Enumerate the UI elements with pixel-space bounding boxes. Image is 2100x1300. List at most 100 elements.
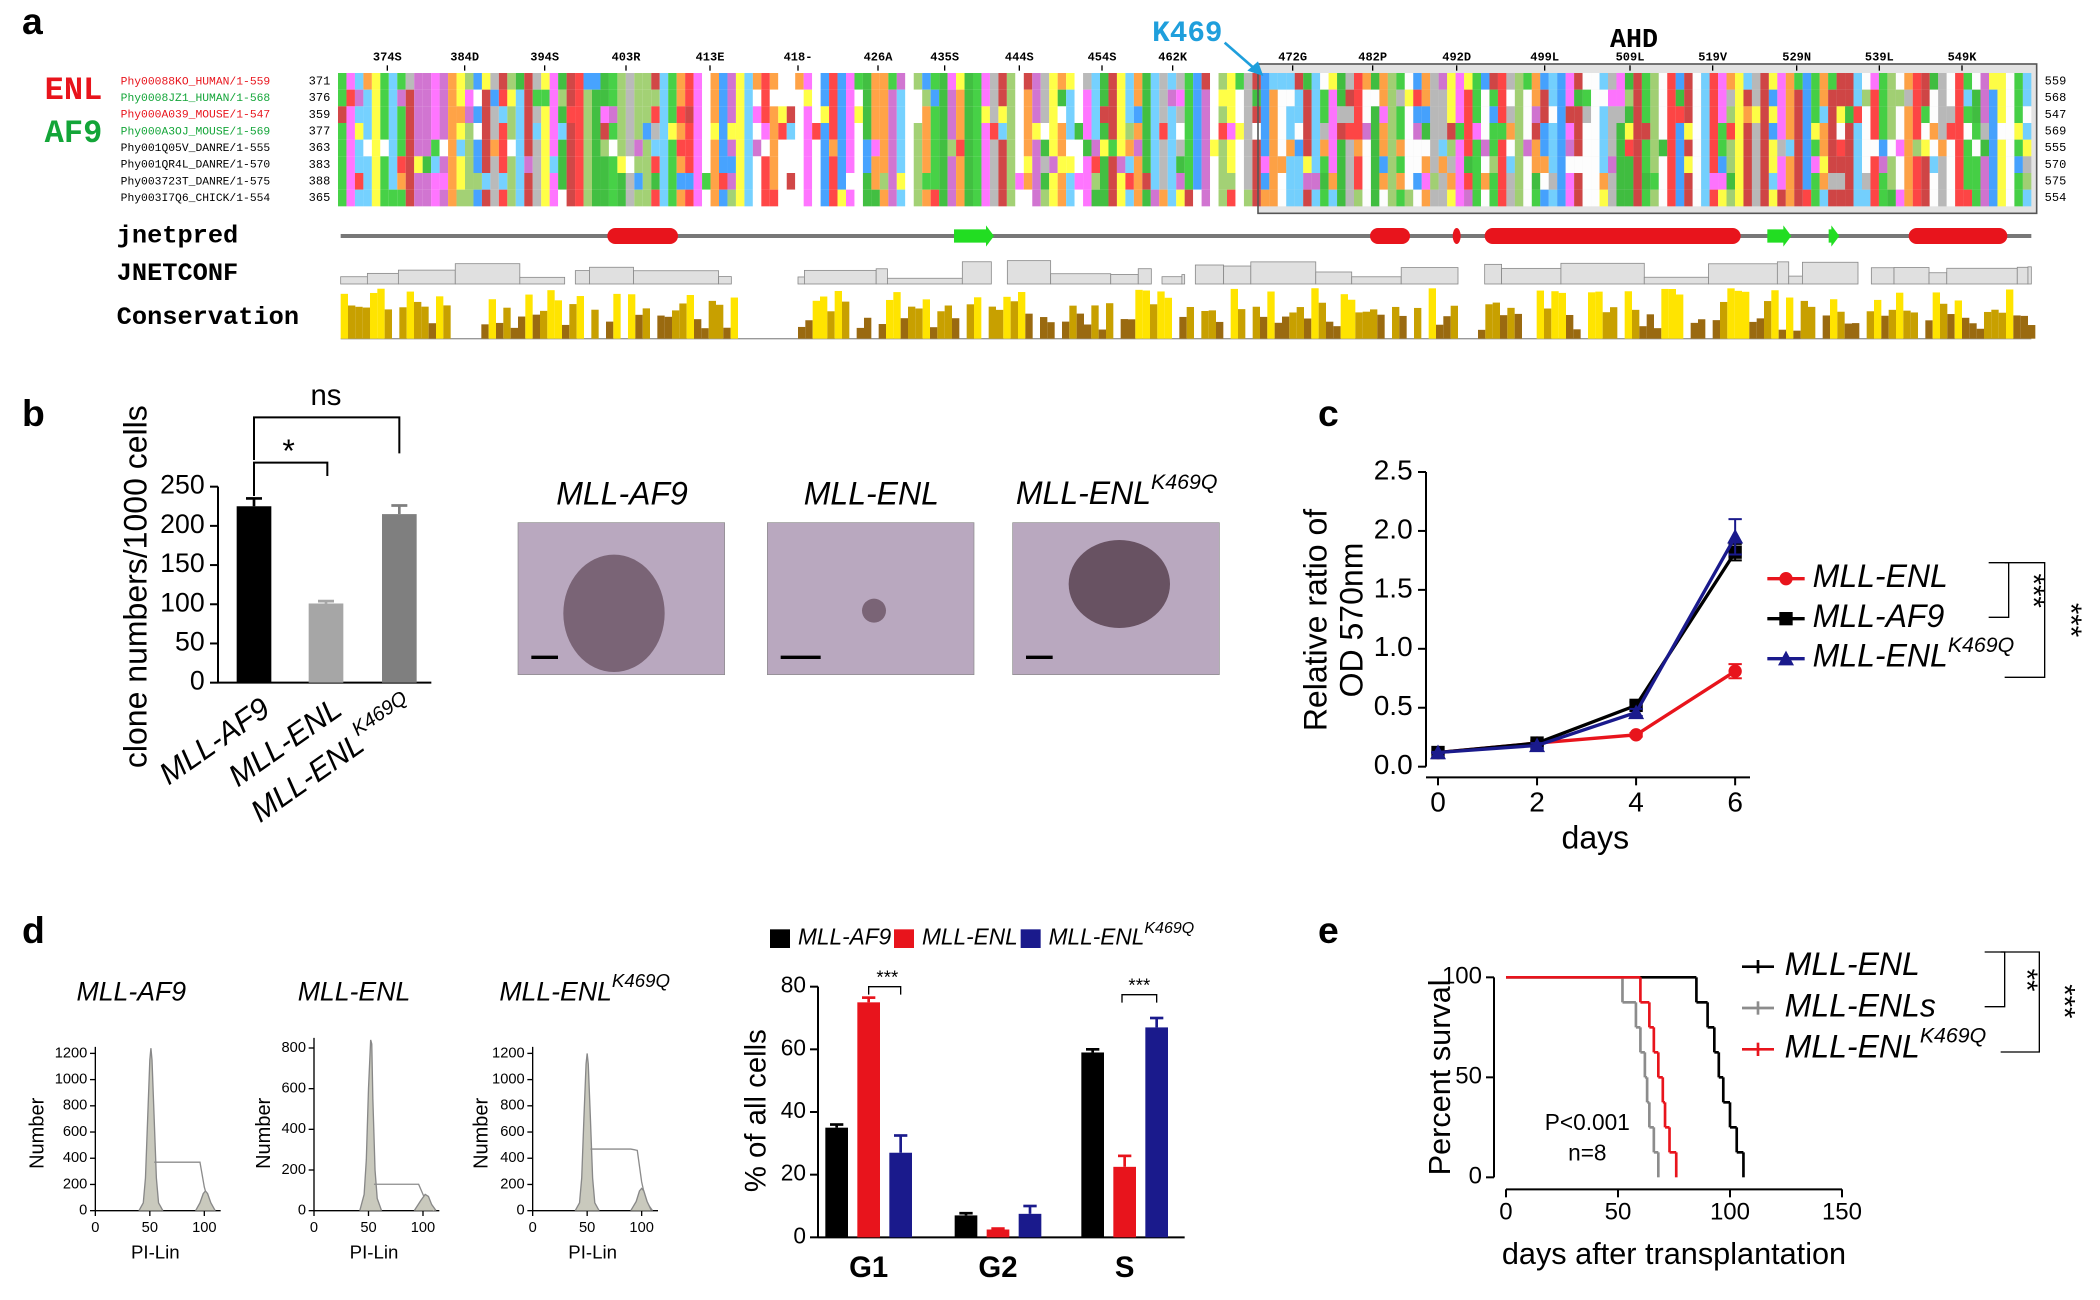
sequence-end: 555: [2045, 141, 2067, 155]
residue: [1684, 106, 1693, 123]
residue: [481, 139, 491, 157]
residue: [930, 156, 940, 173]
residue: [1608, 73, 1617, 90]
residue: [1972, 173, 1981, 190]
residue: [973, 189, 982, 207]
residue: [473, 189, 482, 207]
residue: [1599, 173, 1608, 190]
jnetconf-bar: [1351, 276, 1402, 285]
residue: [1633, 156, 1642, 173]
point: [1529, 737, 1546, 753]
x-tick-label: 100: [1710, 1199, 1750, 1226]
residue: [896, 139, 906, 157]
residue: [676, 156, 686, 173]
residue: [1870, 89, 1879, 107]
residue: [1794, 89, 1803, 107]
residue: [1599, 89, 1608, 107]
residue: [1032, 139, 1041, 157]
residue: [473, 173, 482, 190]
conservation-bar: [1771, 290, 1779, 339]
conservation-bar: [340, 293, 348, 339]
residue: [702, 156, 711, 173]
sequence-start: 383: [309, 158, 331, 172]
residue: [1387, 73, 1397, 90]
residue: [1243, 156, 1253, 173]
bar: [1145, 1027, 1168, 1238]
residue: [1980, 139, 1989, 157]
conservation-bar: [672, 310, 680, 339]
residue: [1159, 73, 1168, 90]
residue: [964, 156, 973, 173]
conservation-bar: [1186, 306, 1194, 339]
residue: [1142, 106, 1151, 123]
residue: [888, 123, 897, 140]
y-tick-label: 1.0: [1374, 631, 1413, 662]
residue: [1828, 123, 1837, 140]
residue: [1006, 89, 1016, 107]
residue: [1819, 156, 1829, 173]
conservation-bar: [686, 294, 694, 339]
conservation-bar: [428, 323, 436, 339]
residue: [1133, 123, 1143, 140]
residue: [1277, 73, 1287, 90]
residue: [676, 173, 686, 190]
residue: [727, 73, 736, 90]
residue: [735, 156, 745, 173]
residue: [693, 73, 703, 90]
conservation-bar: [1932, 292, 1940, 339]
residue: [2014, 106, 2023, 123]
residue: [1227, 189, 1236, 207]
residue: [1032, 189, 1041, 207]
residue: [524, 173, 533, 190]
residue: [1887, 139, 1896, 157]
residue: [1675, 106, 1685, 123]
conservation-bar: [370, 292, 378, 339]
bar: [986, 1229, 1010, 1238]
residue: [1269, 106, 1278, 123]
residue: [1557, 189, 1566, 207]
residue: [973, 173, 982, 190]
residue: [465, 123, 474, 140]
residue: [1997, 189, 2006, 207]
residue: [812, 106, 821, 123]
residue: [1862, 106, 1871, 123]
residue: [879, 173, 889, 190]
residue: [1641, 189, 1651, 207]
residue: [1972, 106, 1981, 123]
residue: [1066, 189, 1075, 207]
residue: [1692, 139, 1702, 157]
y-tick-label: 50: [1455, 1063, 1482, 1090]
residue: [1743, 189, 1752, 207]
residue: [1497, 106, 1507, 123]
residue: [998, 156, 1007, 173]
conservation-bar: [1238, 309, 1246, 339]
residue: [1701, 139, 1710, 157]
residue: [1658, 89, 1668, 107]
residue: [1015, 106, 1024, 123]
residue: [1023, 106, 1033, 123]
conservation-bar: [1157, 291, 1165, 339]
residue: [397, 173, 406, 190]
residue: [1303, 73, 1312, 90]
residue: [837, 123, 846, 140]
residue: [371, 106, 381, 123]
residue: [1057, 123, 1067, 140]
residue: [1294, 73, 1304, 90]
residue: [1066, 123, 1075, 140]
residue: [1591, 139, 1600, 157]
residue: [778, 139, 787, 157]
residue: [1853, 173, 1862, 190]
residue: [642, 106, 652, 123]
residue: [1878, 173, 1888, 190]
residue: [1972, 73, 1981, 90]
residue: [1531, 106, 1541, 123]
residue: [1210, 173, 1219, 190]
residue: [1311, 173, 1321, 190]
residue: [1599, 106, 1608, 123]
residue: [685, 173, 694, 190]
conservation-bar: [1135, 289, 1143, 339]
residue: [752, 189, 762, 207]
residue: [1760, 139, 1769, 157]
residue: [1472, 106, 1481, 123]
residue: [1531, 173, 1541, 190]
